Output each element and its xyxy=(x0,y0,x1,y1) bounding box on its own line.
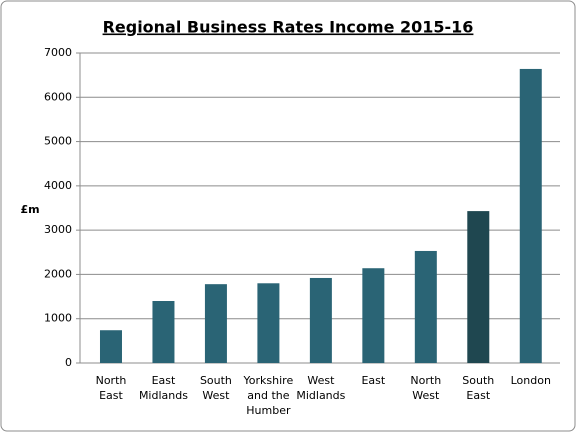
bar xyxy=(152,301,175,363)
x-tick-label: London xyxy=(511,374,551,387)
x-tick-label: North xyxy=(410,374,441,387)
x-tick-label: Yorkshire xyxy=(243,374,294,387)
x-tick-label: Humber xyxy=(246,404,291,417)
bar xyxy=(519,68,542,363)
y-tick-label: 3000 xyxy=(44,223,72,236)
x-tick-label: East xyxy=(361,374,385,387)
x-tick-label: West xyxy=(412,389,440,402)
bar xyxy=(362,268,385,363)
y-axis-label: £m xyxy=(20,203,39,216)
x-tick-label: South xyxy=(200,374,232,387)
x-tick-label: West xyxy=(202,389,230,402)
y-tick-label: 4000 xyxy=(44,179,72,192)
bar xyxy=(467,211,490,363)
bar xyxy=(204,284,227,363)
bar xyxy=(414,250,437,363)
x-tick-label: East xyxy=(99,389,123,402)
x-tick-label: East xyxy=(152,374,176,387)
y-tick-label: 6000 xyxy=(44,90,72,103)
bar xyxy=(99,330,122,363)
x-tick-label: South xyxy=(462,374,494,387)
bar xyxy=(257,283,280,363)
bar xyxy=(309,277,332,363)
x-tick-label: Midlands xyxy=(296,389,345,402)
y-tick-label: 2000 xyxy=(44,267,72,280)
y-tick-label: 1000 xyxy=(44,312,72,325)
x-tick-label: Midlands xyxy=(139,389,188,402)
y-tick-label: 0 xyxy=(65,356,72,369)
y-tick-label: 7000 xyxy=(44,46,72,59)
x-tick-label: East xyxy=(466,389,490,402)
x-tick-label: North xyxy=(96,374,127,387)
x-tick-label: and the xyxy=(247,389,289,402)
x-tick-label: West xyxy=(307,374,335,387)
y-tick-label: 5000 xyxy=(44,135,72,148)
chart-title: Regional Business Rates Income 2015-16 xyxy=(103,18,474,37)
